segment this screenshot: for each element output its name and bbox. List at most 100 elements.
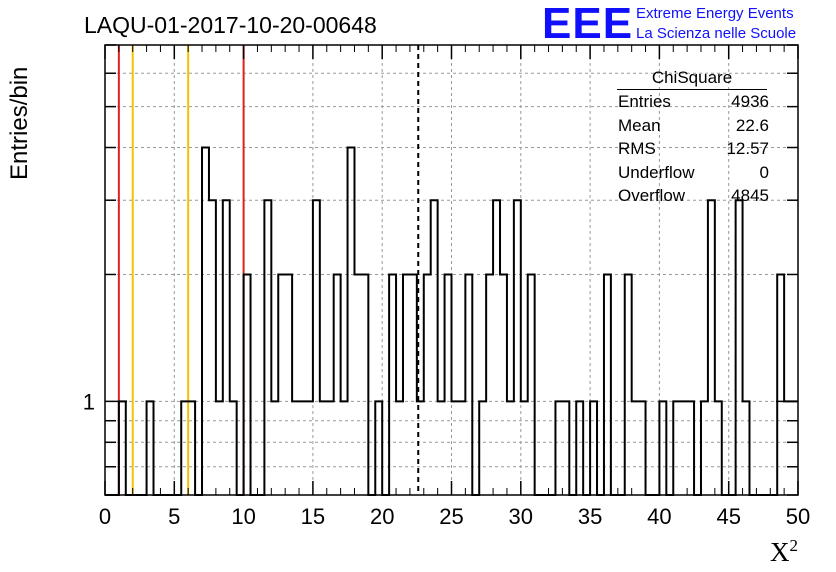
x-tick-label: 10 bbox=[231, 504, 255, 529]
histogram-bin bbox=[625, 274, 632, 495]
histogram-bin bbox=[562, 401, 569, 495]
x-tick-label: 50 bbox=[786, 504, 810, 529]
histogram-bin bbox=[327, 401, 334, 495]
x-tick-label: 5 bbox=[168, 504, 180, 529]
histogram-bin bbox=[736, 200, 743, 495]
histogram-bin bbox=[348, 148, 355, 495]
histogram-bin bbox=[791, 401, 798, 495]
x-tick-label: 15 bbox=[301, 504, 325, 529]
chart-title: LAQU-01-2017-10-20-00648 bbox=[84, 12, 377, 38]
histogram-bin bbox=[514, 200, 521, 495]
x-tick-label: 45 bbox=[716, 504, 740, 529]
histogram-bin bbox=[777, 274, 784, 495]
histogram-bin bbox=[708, 200, 715, 495]
histogram-bin bbox=[465, 274, 472, 495]
histogram-bin bbox=[320, 401, 327, 495]
histogram-bin bbox=[424, 274, 431, 495]
x-tick-label: 25 bbox=[439, 504, 463, 529]
histogram-bin bbox=[687, 401, 694, 495]
stats-value: 4845 bbox=[731, 186, 769, 205]
histogram-bin bbox=[181, 401, 188, 495]
eee-logo: EEE bbox=[542, 0, 634, 48]
x-tick-label: 40 bbox=[647, 504, 671, 529]
histogram-bin bbox=[313, 200, 320, 495]
histogram-bin bbox=[396, 401, 403, 495]
histogram-bin bbox=[341, 401, 348, 495]
histogram-bin bbox=[202, 148, 209, 495]
axis-ticks bbox=[104, 44, 799, 496]
stats-title: ChiSquare bbox=[617, 67, 767, 90]
stats-label: Underflow bbox=[618, 162, 695, 182]
histogram-bin bbox=[507, 401, 514, 495]
histogram-bin bbox=[632, 401, 639, 495]
tick-labels: 0 5 10 15 20 25 30 35 40 45 50 1 bbox=[83, 389, 810, 529]
x-axis-label: X2 bbox=[770, 536, 799, 567]
stats-label: Mean bbox=[618, 115, 661, 135]
histogram-bin bbox=[188, 401, 195, 495]
histogram-bin bbox=[479, 401, 486, 495]
histogram-bin bbox=[659, 401, 666, 495]
brand-line-2: La Scienza nelle Scuole bbox=[636, 25, 797, 42]
histogram-bin bbox=[285, 274, 292, 495]
histogram-bin bbox=[306, 401, 313, 495]
histogram-bin bbox=[119, 401, 126, 495]
histogram-bin bbox=[403, 274, 410, 495]
histogram-bin bbox=[590, 401, 597, 495]
histogram-bin bbox=[389, 274, 396, 495]
histogram-bin bbox=[438, 401, 445, 495]
x-axis-superscript: 2 bbox=[789, 536, 799, 555]
y-axis-label: Entries/bin bbox=[6, 66, 33, 180]
histogram-bin bbox=[639, 401, 646, 495]
histogram-bin bbox=[244, 274, 251, 495]
histogram-bin bbox=[555, 401, 562, 495]
histogram-bin bbox=[271, 401, 278, 495]
histogram-bin bbox=[292, 401, 299, 495]
histogram-bin bbox=[299, 401, 306, 495]
histogram-bin bbox=[334, 274, 341, 495]
histogram-bin bbox=[209, 200, 216, 495]
histogram-bin bbox=[743, 401, 750, 495]
histogram-bin bbox=[445, 274, 452, 495]
histogram-bin bbox=[701, 401, 708, 495]
histogram-bin bbox=[715, 401, 722, 495]
histogram-bin bbox=[493, 200, 500, 495]
stats-row-underflow: Underflow 0 bbox=[609, 161, 775, 185]
histogram-bin bbox=[500, 274, 507, 495]
histogram-bin bbox=[576, 401, 583, 495]
histogram-bin bbox=[452, 401, 459, 495]
histogram-outline bbox=[105, 146, 798, 496]
stats-value: 4936 bbox=[731, 92, 769, 111]
histogram-bin bbox=[521, 401, 528, 495]
histogram-bin bbox=[673, 401, 680, 495]
histogram-bin bbox=[486, 274, 493, 495]
stats-label: Entries bbox=[618, 92, 671, 111]
histogram-bin bbox=[458, 401, 465, 495]
brand-line-1: Extreme Energy Events bbox=[636, 5, 794, 22]
histogram-bin bbox=[784, 401, 791, 495]
histogram-bin bbox=[604, 274, 611, 495]
histogram-bin bbox=[278, 274, 285, 495]
stats-row-entries: Entries 4936 bbox=[609, 90, 775, 114]
histogram-bin bbox=[680, 401, 687, 495]
histogram-bin bbox=[431, 200, 438, 495]
histogram-bin bbox=[375, 401, 382, 495]
histogram-bin bbox=[147, 401, 154, 495]
x-tick-label: 20 bbox=[370, 504, 394, 529]
stats-box: ChiSquare Entries 4936 Mean 22.6 RMS 12.… bbox=[609, 67, 775, 208]
histogram-bin bbox=[216, 401, 223, 495]
y-tick-label: 1 bbox=[83, 389, 95, 414]
stats-label: RMS bbox=[618, 139, 656, 158]
histogram-bin bbox=[264, 200, 271, 495]
stats-value: 22.6 bbox=[735, 115, 769, 135]
histogram-bin bbox=[354, 274, 361, 495]
stats-row-overflow: Overflow 4845 bbox=[609, 184, 775, 208]
x-tick-label: 30 bbox=[509, 504, 533, 529]
reference-lines bbox=[117, 45, 420, 495]
histogram-bin bbox=[528, 274, 535, 495]
stats-value: 0 bbox=[759, 162, 769, 182]
histogram-bin bbox=[410, 274, 417, 495]
histogram-bin bbox=[230, 401, 237, 495]
stats-row-mean: Mean 22.6 bbox=[609, 114, 775, 138]
stats-row-rms: RMS 12.57 bbox=[609, 137, 775, 161]
